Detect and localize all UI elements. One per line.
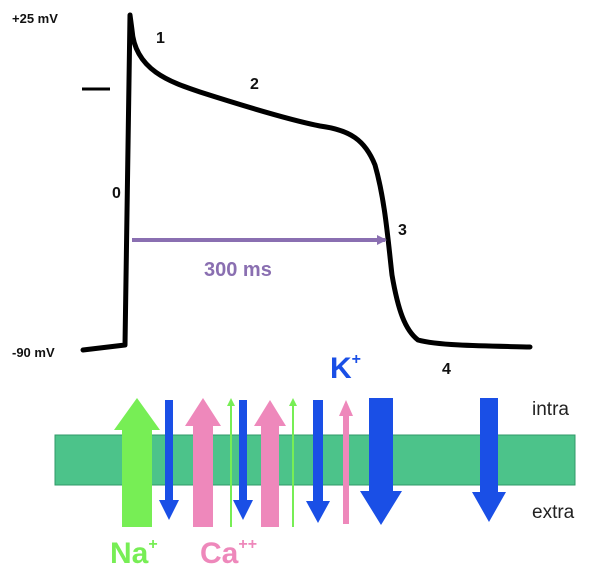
phase-label-0: 0: [112, 185, 121, 202]
k-efflux-arrow-2: [233, 400, 253, 520]
phase-label-1: 1: [156, 30, 165, 47]
phase-label-3: 3: [398, 222, 407, 239]
ion-label-potassium: K+: [330, 352, 361, 384]
ion-symbol-sodium: Na: [110, 537, 149, 570]
ion-charge-sodium: +: [148, 536, 158, 553]
membrane-extra-label: extra: [532, 502, 575, 523]
k-efflux-arrow-1: [159, 400, 179, 520]
k-efflux-arrow-5: [472, 398, 506, 522]
ion-label-calcium: Ca++: [200, 537, 257, 569]
action-potential-trace: [80, 12, 533, 353]
ion-charge-potassium: +: [351, 351, 362, 368]
membrane-intra-label: intra: [532, 399, 569, 420]
na-influx-arrow: [114, 398, 160, 527]
ion-label-sodium: Na+: [110, 537, 158, 569]
na-influx-arrow-thin-2: [289, 398, 297, 527]
na-influx-arrow-thin-1: [227, 398, 235, 527]
duration-label: 300 ms: [204, 259, 272, 281]
ca-influx-arrow-1: [185, 398, 221, 527]
k-efflux-arrow-4: [360, 398, 402, 525]
ion-symbol-calcium: Ca: [200, 537, 239, 570]
voltage-label-bottom: -90 mV: [12, 345, 55, 360]
phase-label-4: 4: [442, 361, 451, 378]
ion-symbol-potassium: K: [330, 352, 352, 385]
ion-flux-arrows: [114, 398, 506, 527]
k-efflux-arrow-3: [306, 400, 330, 523]
ca-influx-arrow-2: [254, 400, 286, 527]
phase-label-2: 2: [250, 76, 259, 93]
voltage-label-top: +25 mV: [12, 11, 58, 26]
ca-influx-arrow-3: [339, 400, 353, 524]
ion-charge-calcium: ++: [238, 536, 258, 553]
